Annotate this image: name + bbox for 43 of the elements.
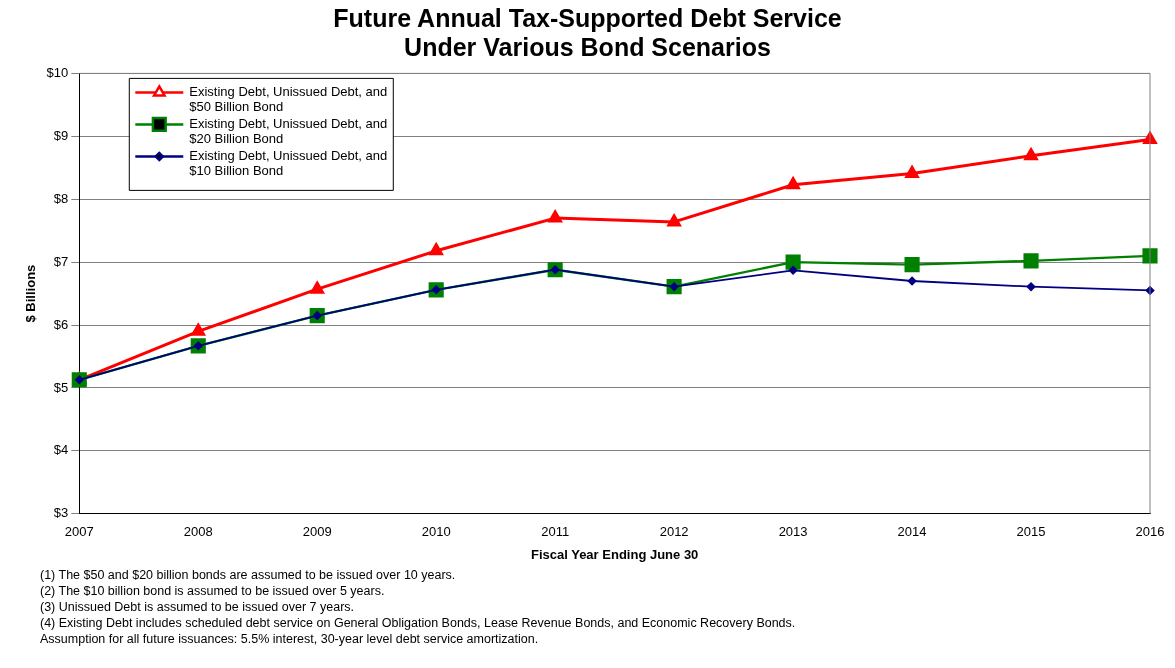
point — [1142, 248, 1158, 264]
point — [788, 265, 798, 275]
x-tick-label: 2010 — [421, 524, 451, 540]
y-axis-title: $ Billions — [23, 264, 39, 323]
point — [667, 214, 681, 227]
point — [310, 281, 324, 294]
point — [1024, 148, 1038, 161]
x-tick-label: 2012 — [659, 524, 689, 540]
y-tick-label: $8 — [53, 190, 69, 206]
text: (2) The $10 billion bond is assumed to be issued over 5 years. — [40, 583, 386, 599]
legend-label: Existing Debt, Unissued Debt, and $20 Billion Bond — [189, 115, 388, 146]
text: (3) Unissued Debt is assumed to be issued over 7 years. — [40, 599, 356, 615]
text: (4) Existing Debt includes scheduled debt service on General Obligation Bonds, Lease Revenue Bonds, and Economic Recovery Bonds. — [40, 615, 797, 631]
y-tick-label: $9 — [53, 127, 69, 143]
x-tick-label: 2016 — [1135, 524, 1165, 540]
y-tick-label: $3 — [53, 505, 69, 521]
point — [429, 243, 443, 256]
x-tick-label: 2008 — [183, 524, 213, 540]
point — [548, 210, 562, 223]
y-tick-label: $6 — [53, 316, 69, 332]
x-tick-label: 2015 — [1016, 524, 1046, 540]
x-axis-title: Fiscal Year Ending June 30 — [530, 546, 699, 562]
legend-label: Existing Debt, Unissued Debt, and $50 Billion Bond — [189, 83, 388, 114]
x-tick-label: 2013 — [778, 524, 808, 540]
y-tick-label: $10 — [46, 64, 69, 80]
point — [1023, 253, 1039, 269]
chart-title: Future Annual Tax-Supported Debt Service Under Various Bond Scenarios — [332, 4, 843, 62]
y-tick-label: $5 — [53, 379, 69, 395]
text: (1) The $50 and $20 billion bonds are assumed to be issued over 10 years. — [40, 567, 457, 583]
point — [785, 254, 801, 270]
legend-label: Existing Debt, Unissued Debt, and $10 Billion Bond — [189, 147, 388, 178]
point — [786, 177, 800, 190]
point — [904, 257, 920, 273]
y-tick-label: $7 — [53, 253, 69, 269]
text: Assumption for all future issuances: 5.5% interest, 30-year level debt service amortization. — [40, 631, 540, 647]
x-tick-label: 2007 — [64, 524, 94, 540]
y-tick-label: $4 — [53, 442, 69, 458]
point — [907, 276, 917, 286]
x-tick-label: 2014 — [897, 524, 927, 540]
point — [1026, 282, 1036, 292]
x-tick-label: 2011 — [541, 524, 570, 540]
point — [905, 165, 919, 178]
x-tick-label: 2009 — [302, 524, 332, 540]
